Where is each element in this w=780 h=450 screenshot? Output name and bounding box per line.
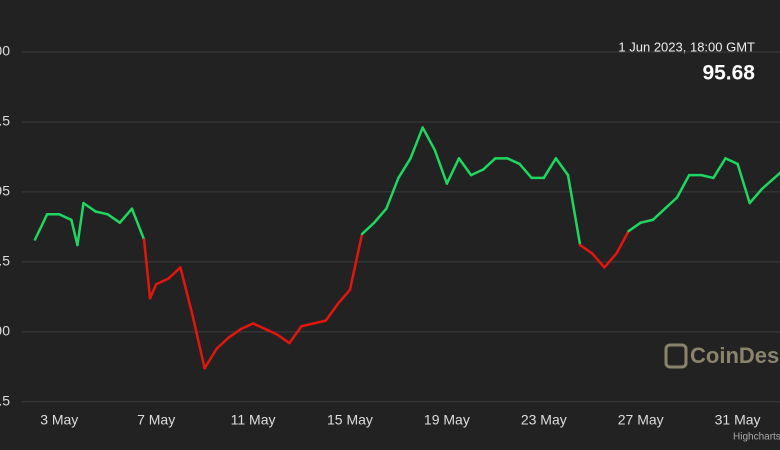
watermark: CoinDesk [690,343,780,368]
line-segment [336,288,352,306]
tooltip-value: 95.68 [702,62,755,85]
line-segment [748,187,764,205]
line-segment [324,302,340,322]
line-segment [263,327,279,336]
line-segment [142,238,152,300]
y-tick-label: 92.5 [0,253,10,269]
line-segment [566,173,582,247]
line-segment [590,252,606,269]
line-segment [385,176,400,210]
line-segment [167,266,182,280]
line-segment [627,221,642,233]
x-tick-label: 23 May [521,412,567,428]
y-tick-label: 97.5 [0,113,10,129]
line-segment [724,157,739,166]
line-segment [312,319,327,325]
x-tick-label: 19 May [424,412,470,428]
line-segment [397,157,412,180]
line-segment [651,207,667,222]
watermark-icon [664,343,688,369]
line-segment [82,201,97,213]
line-segment [203,347,218,370]
y-tick-label: 90 [0,323,10,339]
line-segment [518,162,533,180]
line-segment [639,218,655,224]
line-segment [276,333,291,345]
y-tick-label: 87.5 [0,393,10,409]
line-segment [348,232,364,292]
credit: Highcharts.com [733,432,780,443]
line-segment [615,229,630,255]
line-segment [554,157,570,177]
line-segment [712,157,727,180]
line-segment [76,201,85,247]
line-segment [372,207,388,224]
line-segment [300,322,315,328]
line-segment [215,336,231,350]
line-segment [421,126,437,152]
x-tick-label: 27 May [618,412,664,428]
line-segment [360,221,376,236]
line-segment [481,157,497,171]
x-tick-label: 11 May [231,412,276,428]
y-tick-label: 95 [0,183,10,199]
line-segment [433,148,449,185]
line-segment [603,252,618,269]
line-segment [227,327,243,339]
line-segment [33,213,49,241]
y-tick-label: 100 [0,43,10,59]
line-segment [118,207,134,224]
x-tick-label: 3 May [40,412,78,428]
line-segment [542,157,558,180]
x-tick-label: 15 May [327,412,373,428]
line-segment [106,213,122,224]
line-segment [251,322,267,331]
line-segment [675,173,691,199]
line-segment [409,126,424,160]
line-segment [457,157,473,177]
line-segment [506,157,521,166]
line-segment [760,171,780,191]
line-segment [445,157,461,185]
line-segment [94,210,109,216]
line-segment [70,218,79,247]
line-segment [148,283,158,300]
line-segment [736,162,751,205]
line-segment [179,266,194,317]
x-tick-label: 7 May [137,412,175,428]
line-segment [239,322,255,331]
line-segment [469,168,485,177]
x-tick-label: 31 May [715,412,761,428]
line-segment [288,324,303,345]
line-segment [700,173,715,180]
line-segment [154,277,170,286]
line-segment [130,207,146,241]
line-segment [58,213,73,222]
line-segment [191,313,206,370]
line-segment [663,196,679,210]
line-segment [578,243,594,255]
tooltip-date: 1 Jun 2023, 18:00 GMT [618,39,755,54]
